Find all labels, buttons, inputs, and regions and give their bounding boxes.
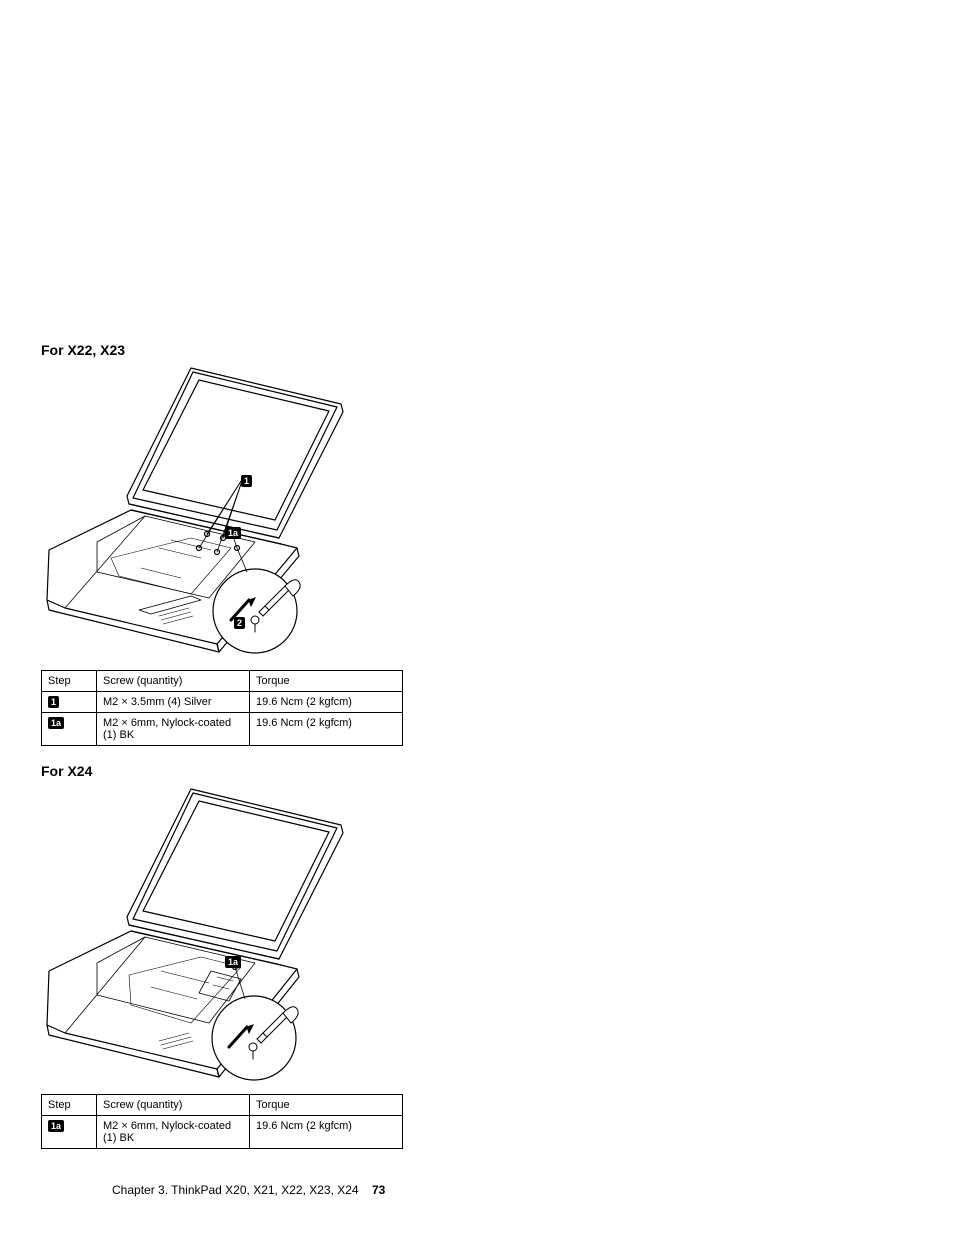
table-row: 1a M2 × 6mm, Nylock-coated (1) BK 19.6 N… <box>42 713 403 746</box>
heading-x24: For X24 <box>41 763 92 779</box>
footer-page-number: 73 <box>372 1183 385 1197</box>
callout-1a: 1a <box>225 527 241 539</box>
footer: Chapter 3. ThinkPad X20, X21, X22, X23, … <box>112 1183 385 1197</box>
page: For X22, X23 <box>0 0 954 1235</box>
th-step: Step <box>42 1095 97 1116</box>
table-row: 1a M2 × 6mm, Nylock-coated (1) BK 19.6 N… <box>42 1116 403 1149</box>
td-torque: 19.6 Ncm (2 kgfcm) <box>250 692 403 713</box>
table-x24: Step Screw (quantity) Torque 1a M2 × 6mm… <box>41 1094 403 1149</box>
diagram-x24 <box>41 783 371 1087</box>
step-label: 1 <box>48 696 59 708</box>
th-screw: Screw (quantity) <box>97 1095 250 1116</box>
th-torque: Torque <box>250 1095 403 1116</box>
diagram-x22-x23 <box>41 362 371 658</box>
th-step: Step <box>42 671 97 692</box>
callout-1: 1 <box>241 475 252 487</box>
footer-chapter: Chapter 3. ThinkPad X20, X21, X22, X23, … <box>112 1183 359 1197</box>
heading-x22-x23: For X22, X23 <box>41 342 125 358</box>
td-torque: 19.6 Ncm (2 kgfcm) <box>250 713 403 746</box>
th-screw: Screw (quantity) <box>97 671 250 692</box>
td-torque: 19.6 Ncm (2 kgfcm) <box>250 1116 403 1149</box>
td-screw: M2 × 6mm, Nylock-coated (1) BK <box>97 1116 250 1149</box>
callout-1a: 1a <box>225 956 241 968</box>
td-screw: M2 × 6mm, Nylock-coated (1) BK <box>97 713 250 746</box>
th-torque: Torque <box>250 671 403 692</box>
step-label: 1a <box>48 1120 64 1132</box>
table-x22-x23: Step Screw (quantity) Torque 1 M2 × 3.5m… <box>41 670 403 746</box>
step-label: 1a <box>48 717 64 729</box>
td-screw: M2 × 3.5mm (4) Silver <box>97 692 250 713</box>
callout-2: 2 <box>234 617 245 629</box>
table-row: 1 M2 × 3.5mm (4) Silver 19.6 Ncm (2 kgfc… <box>42 692 403 713</box>
